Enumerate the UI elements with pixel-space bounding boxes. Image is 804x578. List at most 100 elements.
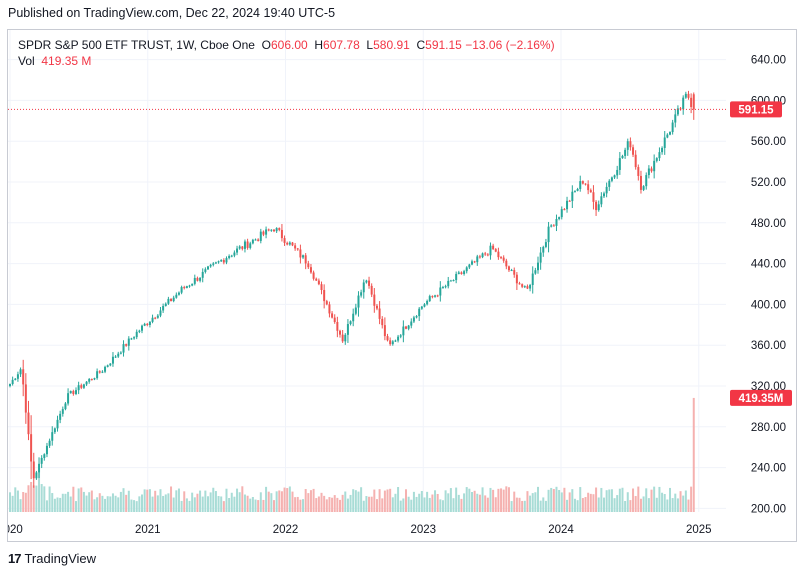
candle bbox=[423, 303, 426, 308]
volume-bar bbox=[531, 493, 534, 512]
volume-bar bbox=[573, 498, 576, 512]
volume-bar bbox=[346, 498, 349, 512]
volume-bar bbox=[481, 487, 484, 512]
candle bbox=[254, 238, 257, 241]
x-tick-label: 2024 bbox=[548, 524, 574, 536]
candle-body bbox=[457, 272, 460, 274]
volume-bar bbox=[339, 499, 341, 512]
candle-body bbox=[72, 391, 75, 394]
volume-bar bbox=[618, 488, 621, 512]
candle-body bbox=[257, 239, 260, 241]
volume-bar bbox=[101, 495, 104, 512]
candle-body bbox=[629, 141, 632, 148]
volume-bar bbox=[605, 490, 608, 512]
candle-body bbox=[647, 168, 650, 176]
candle-body bbox=[555, 219, 558, 226]
candle bbox=[257, 238, 260, 242]
volume-bar bbox=[510, 501, 513, 512]
volume-bar bbox=[146, 489, 149, 512]
candle-body bbox=[373, 294, 376, 306]
candle-body bbox=[568, 200, 571, 202]
chart-frame[interactable]: 200.00 240.00 280.00 320.00 360.00 400.00 440.… bbox=[7, 29, 797, 542]
volume-bar bbox=[360, 487, 363, 512]
volume-bar bbox=[11, 495, 14, 512]
volume-bar bbox=[199, 490, 202, 512]
candle bbox=[610, 176, 613, 183]
close-value: 591.15 bbox=[425, 38, 462, 52]
volume-bar bbox=[254, 499, 257, 512]
candle bbox=[692, 92, 695, 120]
candle-body bbox=[381, 318, 384, 326]
candle bbox=[439, 281, 442, 302]
candle bbox=[127, 336, 130, 351]
volume-bar bbox=[109, 496, 112, 512]
volume-bar bbox=[576, 500, 579, 512]
candle-body bbox=[222, 260, 225, 263]
candle bbox=[283, 235, 286, 246]
volume-bar bbox=[647, 498, 650, 512]
price-chart[interactable]: 200.00240.00280.00320.00360.00400.00440.… bbox=[8, 30, 796, 541]
candle-body bbox=[30, 434, 33, 462]
candle bbox=[90, 378, 93, 381]
volume-bar bbox=[653, 486, 656, 512]
candle bbox=[645, 172, 648, 190]
candle bbox=[394, 339, 397, 342]
volume-bar bbox=[333, 495, 336, 512]
volume-bar bbox=[492, 489, 495, 512]
candle bbox=[61, 406, 64, 417]
candle-body bbox=[193, 277, 196, 284]
candle bbox=[151, 314, 154, 324]
candle bbox=[185, 285, 188, 289]
tradingview-logo-icon: 17 bbox=[8, 551, 22, 566]
volume-bar bbox=[436, 493, 439, 512]
candle-body bbox=[11, 379, 14, 385]
candle bbox=[191, 283, 194, 287]
candle bbox=[212, 262, 215, 267]
volume-bar bbox=[539, 500, 542, 512]
candle bbox=[299, 244, 302, 264]
candle bbox=[217, 260, 220, 264]
volume-bar bbox=[331, 497, 334, 512]
published-caption: Published on TradingView.com, Dec 22, 20… bbox=[8, 6, 336, 20]
candle-body bbox=[494, 249, 497, 252]
volume-bar bbox=[172, 497, 175, 512]
volume-bar bbox=[22, 492, 25, 512]
candle-body bbox=[14, 378, 17, 380]
candle bbox=[478, 254, 481, 259]
candle bbox=[621, 154, 624, 159]
candle-body bbox=[344, 334, 347, 342]
candle bbox=[537, 256, 539, 274]
candle bbox=[449, 279, 452, 282]
candle bbox=[687, 90, 690, 100]
candle-body bbox=[109, 363, 112, 366]
volume-bar bbox=[457, 494, 460, 512]
volume-bar bbox=[373, 489, 376, 512]
candle bbox=[547, 221, 550, 253]
y-tick-label: 520.00 bbox=[751, 177, 786, 189]
candle bbox=[441, 285, 444, 289]
candle-body bbox=[431, 296, 434, 298]
candle bbox=[199, 277, 202, 283]
candle bbox=[304, 253, 307, 270]
x-tick-label: 2023 bbox=[410, 524, 436, 536]
volume-bar bbox=[349, 494, 352, 512]
candle bbox=[146, 322, 149, 327]
candle-body bbox=[233, 252, 236, 256]
candle-body bbox=[621, 155, 624, 159]
candle-body bbox=[251, 239, 254, 244]
candle bbox=[360, 289, 363, 298]
candle bbox=[542, 245, 545, 257]
candle bbox=[375, 304, 378, 311]
candle bbox=[188, 284, 191, 288]
volume-bar bbox=[460, 498, 463, 512]
volume-bar bbox=[684, 490, 687, 512]
price-axis[interactable]: 200.00240.00280.00320.00360.00400.00440.… bbox=[730, 55, 792, 516]
volume-bar bbox=[228, 497, 231, 512]
candle-body bbox=[645, 175, 648, 187]
volume-bar bbox=[191, 492, 194, 512]
candle-body bbox=[69, 391, 72, 394]
candle-body bbox=[191, 283, 194, 286]
volume-bar bbox=[283, 487, 286, 512]
candle bbox=[114, 355, 117, 358]
